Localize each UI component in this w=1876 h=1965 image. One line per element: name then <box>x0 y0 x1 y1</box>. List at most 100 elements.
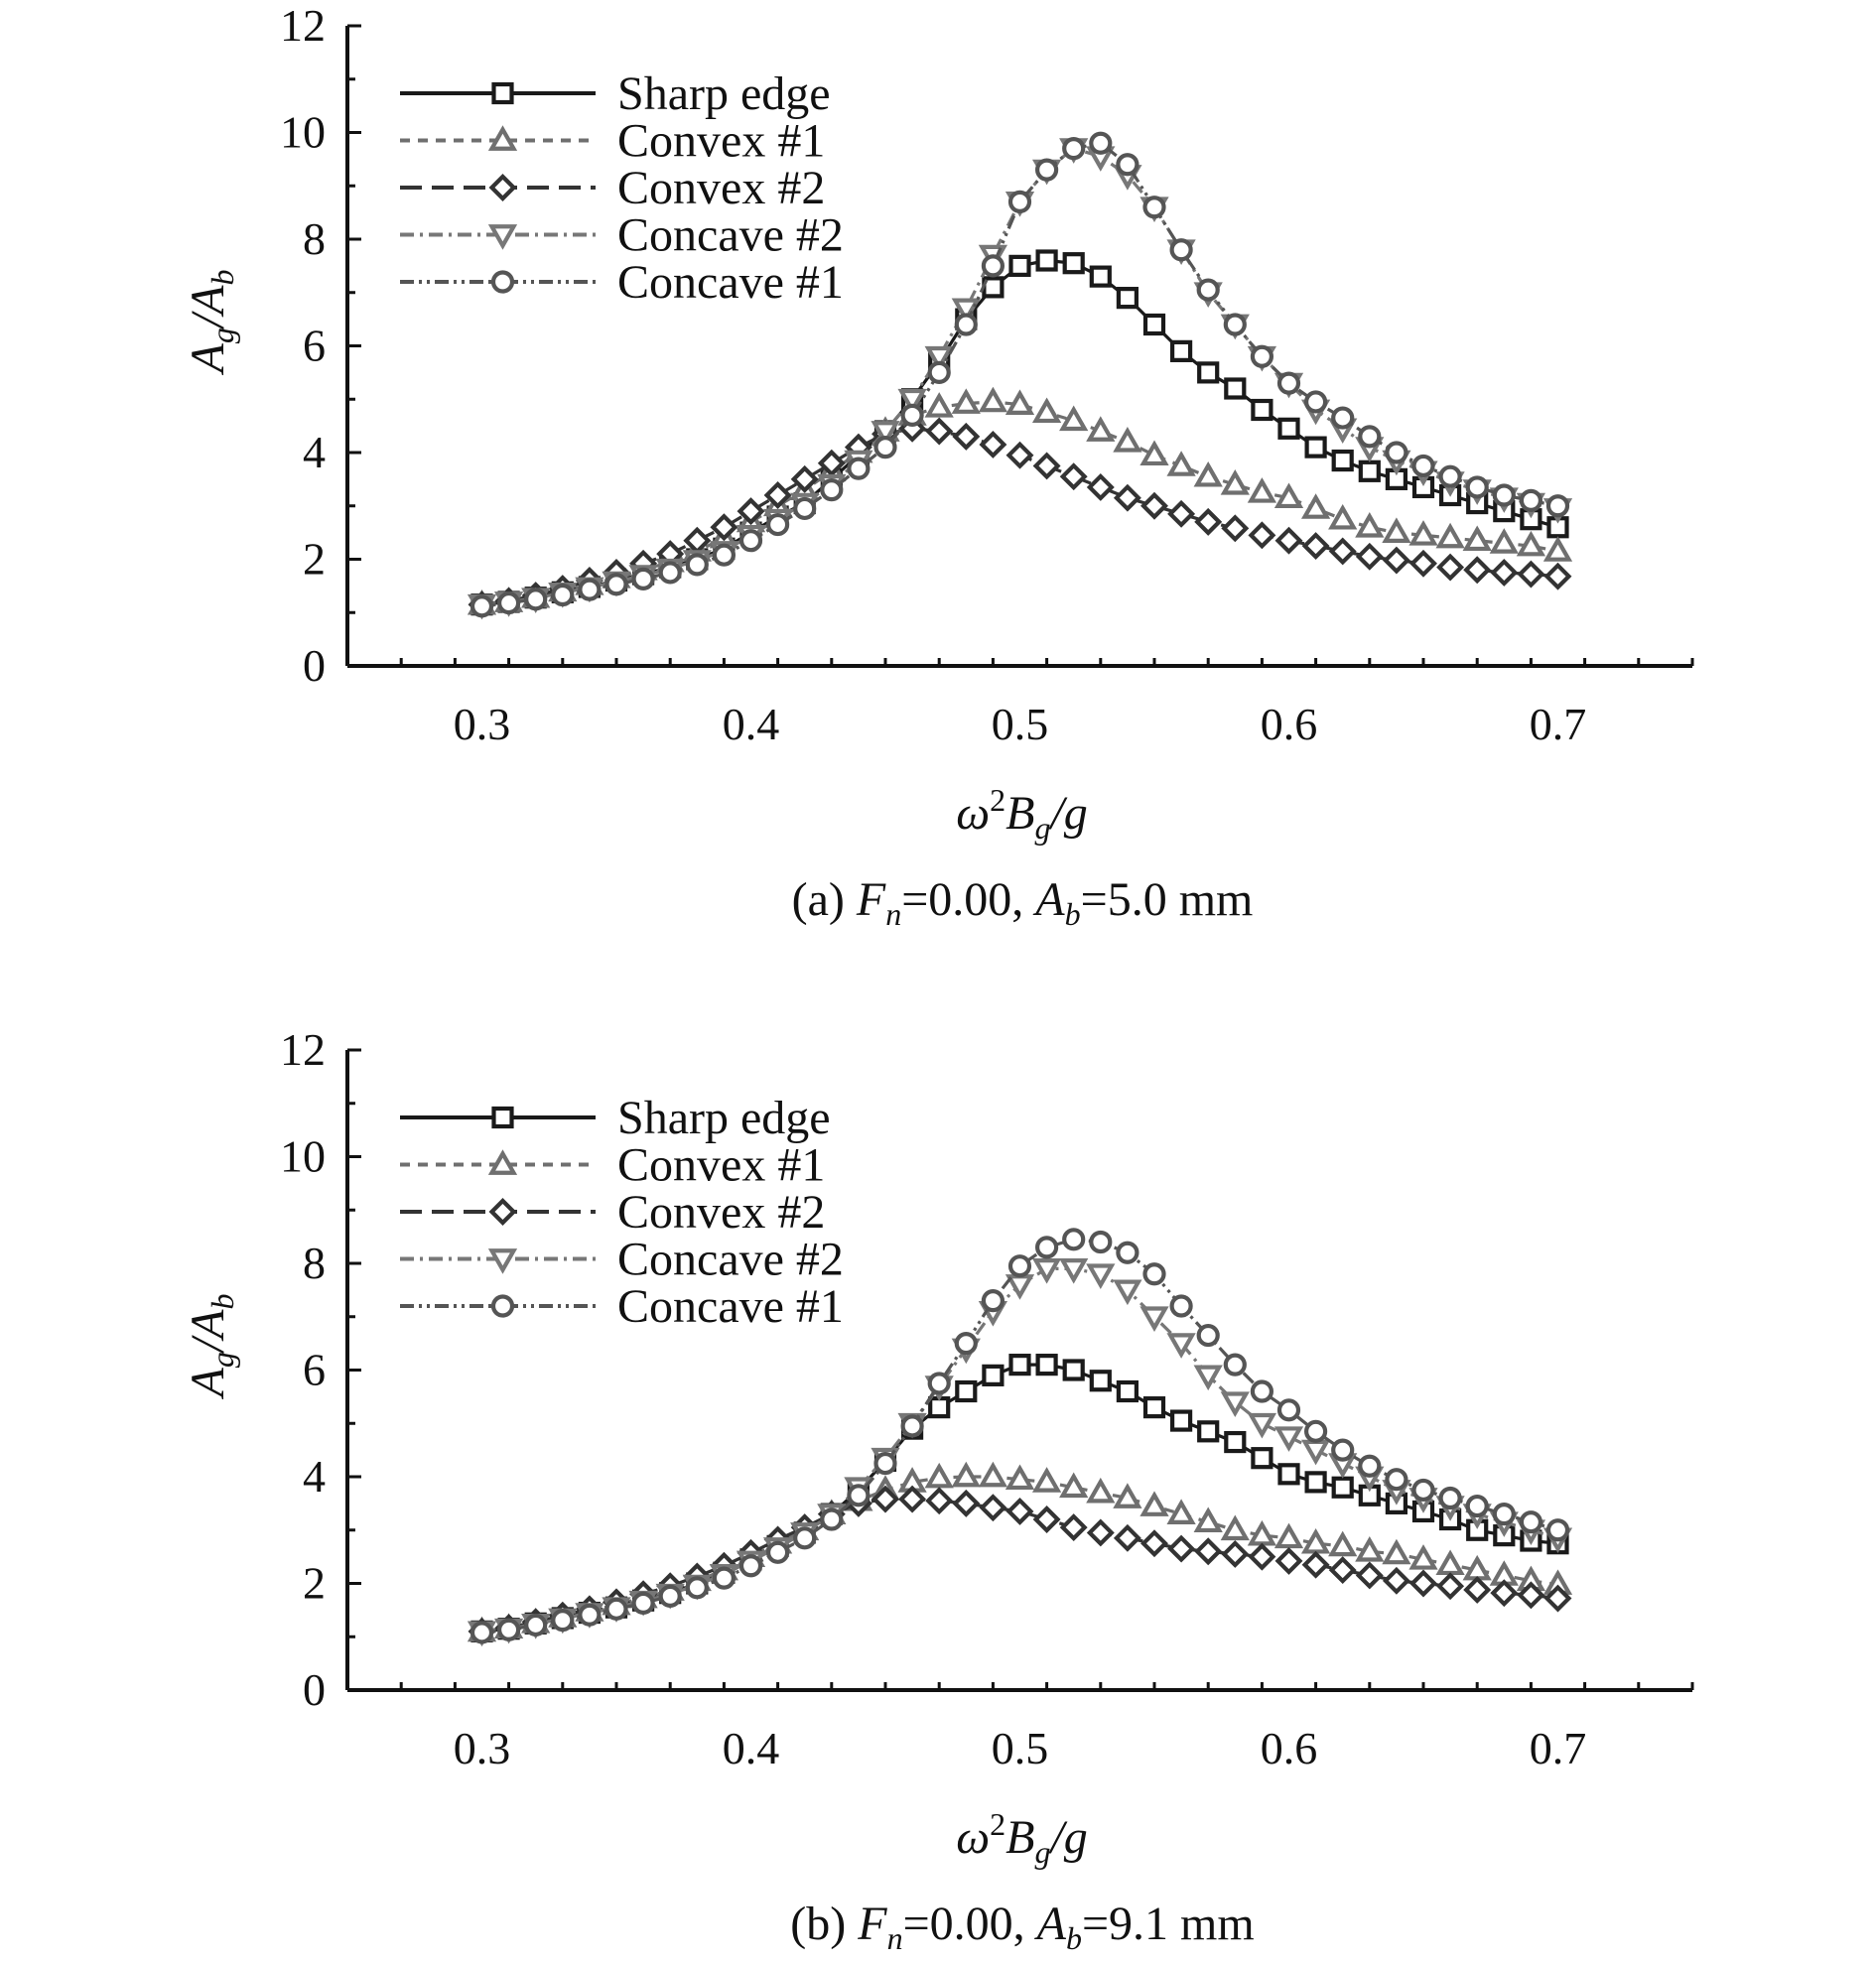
data-point <box>1331 1438 1355 1462</box>
y-tick-label: 12 <box>280 0 326 51</box>
data-point <box>951 1461 981 1488</box>
x-label-part: /g <box>1047 787 1087 840</box>
data-point <box>1248 521 1276 550</box>
data-point <box>1545 494 1570 518</box>
data-point <box>1221 1539 1250 1568</box>
data-point <box>1032 1506 1061 1533</box>
data-point <box>1142 1262 1166 1286</box>
y-axis-label: Ag/Ab <box>182 270 240 376</box>
data-point <box>955 1379 978 1403</box>
data-point <box>1247 1412 1277 1439</box>
data-point <box>1385 1468 1408 1492</box>
data-point <box>1220 1391 1250 1417</box>
data-point <box>1086 416 1116 442</box>
data-point <box>1408 1544 1438 1570</box>
x-label-part: /g <box>1047 1811 1087 1864</box>
data-point <box>1250 344 1274 368</box>
data-point <box>712 1566 737 1590</box>
data-point <box>1032 452 1061 480</box>
caption-part: A <box>1034 1898 1067 1950</box>
legend-item: Sharp edge <box>400 67 831 120</box>
y-tick-label: 12 <box>280 1024 326 1075</box>
data-point <box>1277 1463 1300 1486</box>
data-point <box>1089 1370 1112 1392</box>
data-point <box>1331 449 1354 472</box>
data-point <box>1224 377 1247 400</box>
y-label-part: / <box>182 1335 234 1355</box>
data-point <box>1223 313 1247 336</box>
legend-label: Convex #2 <box>617 162 825 214</box>
data-point <box>1166 1333 1196 1359</box>
axes: 0 2 4 6 8 10 12 0.3 0.4 0.5 0.6 0.7 <box>280 0 1694 749</box>
legend-label: Convex #1 <box>617 1139 825 1192</box>
data-point <box>1463 556 1492 585</box>
data-point <box>604 1597 628 1621</box>
data-point <box>1545 1518 1570 1542</box>
data-point <box>1436 1572 1465 1601</box>
series-concave-1 <box>469 131 1570 618</box>
data-point <box>1142 313 1166 336</box>
data-point <box>1273 482 1304 509</box>
y-label-sub: b <box>204 1294 240 1310</box>
y-tick-label: 6 <box>303 1345 326 1395</box>
legend-marker <box>487 1248 518 1274</box>
x-label-sup: 2 <box>990 782 1005 818</box>
data-point <box>1465 475 1489 499</box>
panel-caption: (b) Fn=0.00, Ab=9.1 mm <box>790 1898 1254 1956</box>
data-point <box>712 543 737 567</box>
data-point <box>925 417 954 446</box>
data-point <box>817 449 846 477</box>
data-point <box>1034 1236 1059 1259</box>
data-point <box>820 478 844 502</box>
data-point <box>1086 472 1115 501</box>
data-point <box>1277 417 1300 440</box>
data-point <box>1247 477 1277 503</box>
legend-marker <box>491 81 514 105</box>
caption-sub: b <box>1065 896 1081 932</box>
data-point <box>1328 1530 1358 1557</box>
data-point <box>1224 1430 1247 1454</box>
data-point <box>1462 525 1492 552</box>
caption-part: =0.00, <box>901 873 1035 926</box>
data-point <box>873 1451 897 1476</box>
caption-part: F <box>857 1898 887 1950</box>
legend-marker <box>491 1106 514 1129</box>
data-point <box>1008 254 1031 277</box>
data-point <box>1059 462 1088 491</box>
data-point <box>1490 558 1519 587</box>
data-point <box>1113 1483 1142 1508</box>
data-point <box>1059 1258 1089 1284</box>
data-point <box>1435 522 1465 549</box>
data-point <box>1031 1258 1062 1284</box>
legend-label: Concave #2 <box>617 1234 844 1286</box>
data-point <box>551 1608 575 1633</box>
y-tick-label: 6 <box>303 321 326 371</box>
data-point <box>1300 1439 1331 1466</box>
data-point <box>1304 436 1327 458</box>
data-point <box>658 1584 682 1609</box>
data-point <box>1411 454 1435 478</box>
y-tick-label: 4 <box>303 427 326 477</box>
data-point <box>1167 1534 1196 1563</box>
legend-marker <box>487 1149 518 1175</box>
data-point <box>1328 1556 1357 1585</box>
data-point <box>1304 1471 1327 1494</box>
legend-marker <box>488 174 517 201</box>
data-point <box>1355 1536 1385 1562</box>
data-point <box>1193 460 1223 487</box>
legend-item: Convex #2 <box>400 1186 825 1239</box>
data-point <box>873 436 897 459</box>
data-point <box>871 421 900 447</box>
data-point <box>1250 1379 1274 1403</box>
data-point <box>737 497 765 526</box>
data-point <box>738 529 763 553</box>
y-label-sub: g <box>204 328 240 343</box>
data-point <box>897 388 927 415</box>
legend-item: Convex #2 <box>400 162 825 214</box>
data-point <box>469 594 494 618</box>
data-point <box>820 1507 844 1531</box>
data-point <box>1247 1519 1277 1546</box>
y-tick-label: 4 <box>303 1451 326 1502</box>
